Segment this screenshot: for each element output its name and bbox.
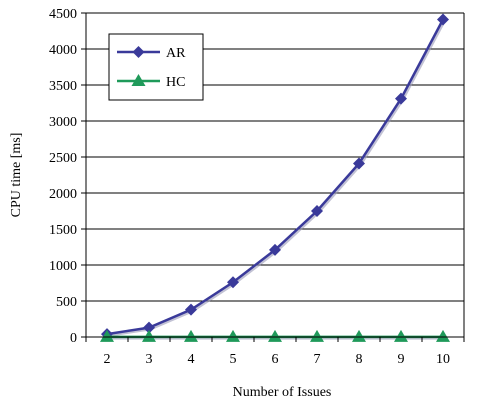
point-ar-5 bbox=[227, 276, 239, 289]
series-hc bbox=[100, 329, 450, 342]
point-ar-6 bbox=[269, 243, 281, 256]
x-tick-label-8: 8 bbox=[356, 352, 363, 367]
y-tick-label-2500: 2500 bbox=[49, 151, 77, 166]
legend-label-hc: HC bbox=[166, 75, 185, 90]
point-hc-8 bbox=[352, 329, 366, 342]
point-ar-10 bbox=[437, 13, 449, 26]
x-axis-label: Number of Issues bbox=[233, 385, 332, 400]
point-hc-6 bbox=[268, 329, 282, 342]
y-tick-label-1500: 1500 bbox=[49, 223, 77, 238]
legend-entry-ar: AR bbox=[117, 46, 186, 61]
y-tick-labels: 0 500 1000 1500 2000 2500 3000 3500 4000 4500 bbox=[49, 7, 77, 346]
y-axis-label: CPU time [ms] bbox=[9, 133, 24, 218]
legend-label-ar: AR bbox=[166, 46, 186, 61]
point-ar-4 bbox=[185, 303, 197, 316]
legend-box bbox=[108, 33, 204, 101]
legend-entry-hc: HC bbox=[117, 74, 185, 90]
point-hc-5 bbox=[226, 329, 240, 342]
y-tick-label-4000: 4000 bbox=[49, 43, 77, 58]
point-hc-2 bbox=[100, 329, 114, 342]
point-hc-10 bbox=[436, 329, 450, 342]
point-ar-3 bbox=[143, 321, 155, 334]
x-tick-labels: 2 3 4 5 6 7 8 9 10 bbox=[104, 352, 451, 367]
point-ar-9 bbox=[395, 92, 407, 105]
point-ar-8 bbox=[353, 157, 365, 170]
point-hc-3 bbox=[142, 329, 156, 342]
point-hc-7 bbox=[310, 329, 324, 342]
point-hc-4 bbox=[184, 329, 198, 342]
y-tick-label-2000: 2000 bbox=[49, 187, 77, 202]
point-hc-9 bbox=[394, 329, 408, 342]
legend: AR HC bbox=[108, 33, 204, 101]
x-tick-label-7: 7 bbox=[314, 352, 321, 367]
axes bbox=[81, 12, 465, 342]
y-tick-label-0: 0 bbox=[70, 331, 77, 346]
point-ar-7 bbox=[311, 205, 323, 217]
y-tick-label-4500: 4500 bbox=[49, 7, 77, 22]
x-tick-label-2: 2 bbox=[104, 352, 111, 367]
legend-marker-ar bbox=[132, 46, 145, 58]
y-tick-label-3000: 3000 bbox=[49, 115, 77, 130]
x-tick-label-3: 3 bbox=[146, 352, 153, 367]
x-tick-label-6: 6 bbox=[272, 352, 279, 367]
x-tick-label-4: 4 bbox=[188, 352, 195, 367]
legend-marker-hc bbox=[131, 74, 146, 86]
y-tick-label-3500: 3500 bbox=[49, 79, 77, 94]
y-tick-label-500: 500 bbox=[56, 295, 77, 310]
x-tick-label-5: 5 bbox=[230, 352, 237, 367]
x-tick-label-10: 10 bbox=[436, 352, 450, 367]
y-tick-label-1000: 1000 bbox=[49, 259, 77, 274]
x-tick-label-9: 9 bbox=[398, 352, 405, 367]
